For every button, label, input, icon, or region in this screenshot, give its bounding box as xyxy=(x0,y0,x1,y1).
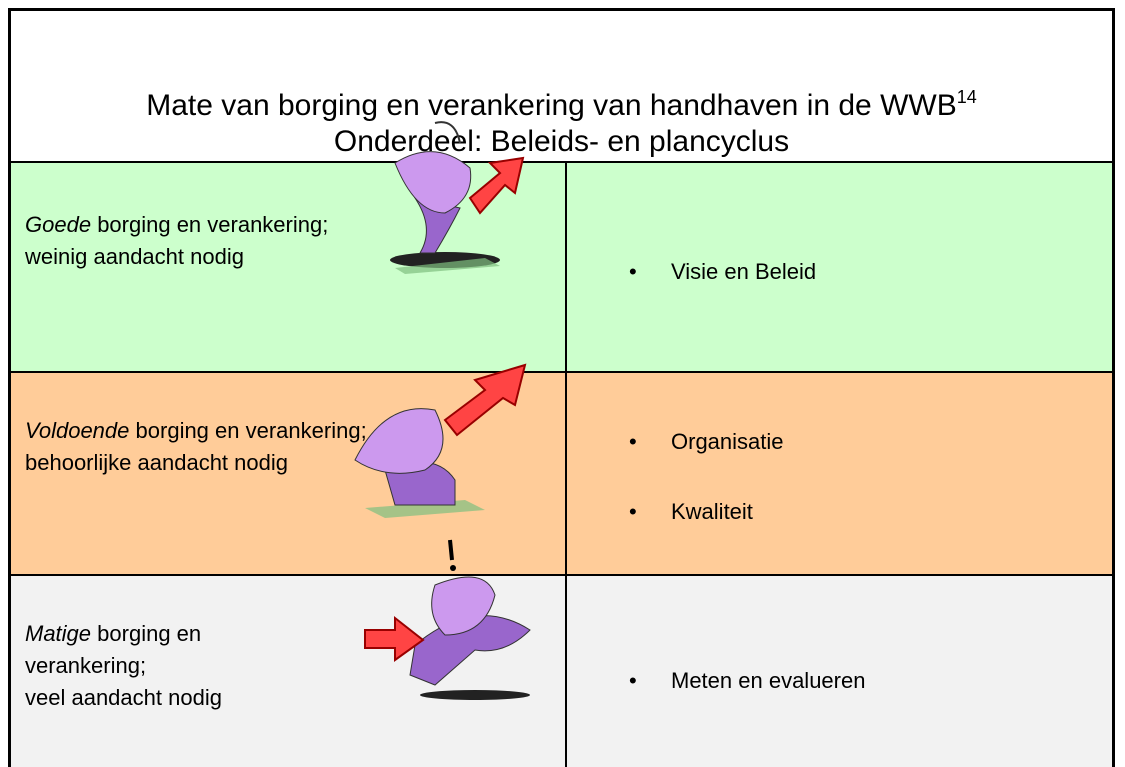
level: Voldoende xyxy=(25,418,130,443)
title-line: Mate van borging en verankering van hand… xyxy=(11,87,1112,123)
desc-line: behoorlijke aandacht nodig xyxy=(25,450,288,475)
row-moderate: Matige borging en verankering; veel aand… xyxy=(11,576,1112,767)
desc-line: Goede borging en verankering; xyxy=(25,209,328,241)
table: Mate van borging en verankering van hand… xyxy=(8,8,1115,767)
row-sufficient: Voldoende borging en verankering; behoor… xyxy=(11,373,1112,576)
desc-text: borging en verankering; xyxy=(135,418,367,443)
description: Goede borging en verankering; weinig aan… xyxy=(25,209,328,273)
footnote: 14 xyxy=(956,87,977,107)
bullet-item: Meten en evalueren xyxy=(629,668,866,694)
level: Matige xyxy=(25,621,92,646)
column-divider xyxy=(565,163,567,767)
bullet-item: Visie en Beleid xyxy=(629,259,816,285)
title: Mate van borging en verankering van hand… xyxy=(146,89,957,122)
desc-line: Voldoende borging en verankering; xyxy=(25,415,367,447)
bullet-item: Organisatie xyxy=(629,429,783,455)
level: Goede xyxy=(25,212,92,237)
figure-moderate xyxy=(364,539,531,700)
desc-text: borging en verankering; xyxy=(97,212,329,237)
header: Mate van borging en verankering van hand… xyxy=(11,11,1112,163)
desc-line: veel aandacht nodig xyxy=(25,685,222,710)
bullet-item: Kwaliteit xyxy=(629,499,753,525)
row-good: Goede borging en verankering; weinig aan… xyxy=(11,163,1112,373)
desc-line: weinig aandacht nodig xyxy=(25,244,244,269)
description: Matige borging en verankering; veel aand… xyxy=(25,618,222,714)
figure-sufficient xyxy=(354,363,527,518)
desc-text: borging en xyxy=(97,621,202,646)
desc-line: Matige borging en xyxy=(25,618,222,650)
desc-line: verankering; xyxy=(25,653,147,678)
description: Voldoende borging en verankering; behoor… xyxy=(25,415,367,479)
figure-good xyxy=(390,121,525,274)
subtitle: Onderdeel: Beleids- en plancyclus xyxy=(333,125,790,158)
